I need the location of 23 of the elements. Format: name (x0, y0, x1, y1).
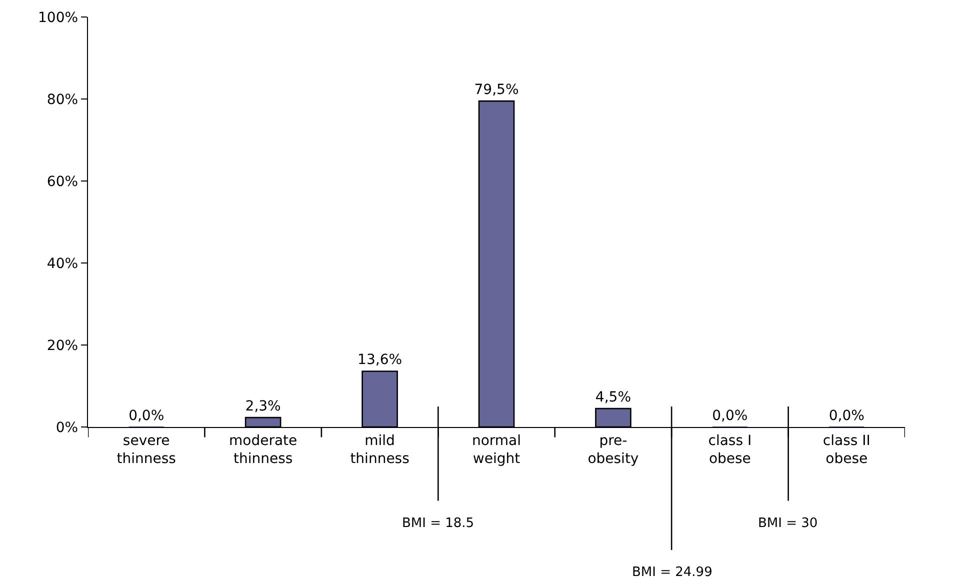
y-tick-label: 40% (46, 256, 78, 272)
x-tick-label: class II obese (822, 432, 870, 468)
y-tick-label: 80% (46, 92, 78, 108)
x-tick-label: moderate thinness (229, 432, 298, 468)
x-tick-label: pre-obesity (588, 432, 639, 468)
data-label: 0,0% (712, 408, 748, 424)
y-tick-label: 100% (38, 10, 78, 26)
data-label: 13,6% (358, 352, 402, 368)
data-label: 0,0% (128, 408, 164, 424)
x-tick-label: severe thinness (116, 432, 176, 468)
text: BMI = 18.5 (402, 516, 474, 531)
y-tick-label: 0% (56, 420, 78, 436)
data-label: 0,0% (828, 408, 864, 424)
text: BMI = 30 (758, 516, 818, 531)
data-label: 79,5% (474, 82, 519, 98)
data-label: 4,5% (595, 390, 632, 406)
y-tick-label: 60% (46, 174, 78, 190)
x-tick-label: normal weight (472, 432, 522, 468)
data-label: 2,3% (245, 398, 281, 415)
y-tick-label: 20% (46, 338, 78, 354)
x-tick-label: class I obese (708, 432, 752, 468)
x-tick-label: mild thinness (350, 432, 410, 468)
text: BMI = 24.99 (632, 565, 712, 577)
